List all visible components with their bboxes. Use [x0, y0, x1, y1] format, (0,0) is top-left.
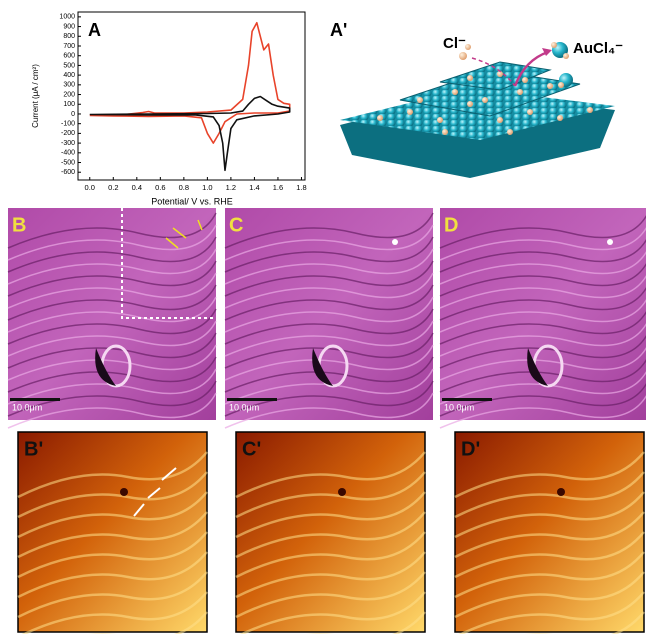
zoom-image: B'	[18, 432, 207, 634]
plot-frame	[78, 12, 305, 180]
scale-label: 10.0μm	[12, 402, 42, 412]
y-tick-label: 0	[71, 111, 75, 118]
cl-atom	[417, 97, 423, 103]
y-tick-label: -200	[61, 130, 75, 137]
sem-row: 10.0μm B 10.0μm C 10.0μm D	[8, 208, 646, 428]
cl-atom	[507, 129, 513, 135]
x-tick-label: 1.2	[226, 183, 236, 192]
y-tick-label: 100	[63, 101, 75, 108]
image-bg	[18, 432, 207, 632]
ion-label: Cl⁻	[443, 35, 466, 52]
panel-label: C	[229, 214, 243, 236]
cl-atom	[467, 101, 473, 107]
cl-atom	[517, 89, 523, 95]
x-tick-label: 0.0	[85, 183, 95, 192]
panel-label: D	[444, 214, 458, 236]
y-tick-label: -400	[61, 150, 75, 157]
cl-atom	[377, 115, 383, 121]
cl-atom	[407, 109, 413, 115]
x-tick-label: 0.8	[179, 183, 189, 192]
aucl4-ion	[558, 82, 564, 88]
panel-label: C'	[242, 438, 261, 460]
cl-atom	[467, 75, 473, 81]
defect	[557, 488, 565, 496]
aucl4-ion	[551, 42, 557, 48]
ion-label: AuCl₄⁻	[573, 40, 623, 57]
image-bg	[8, 208, 216, 420]
aucl4-ion	[563, 53, 569, 59]
y-tick-label: -600	[61, 169, 75, 176]
image-bg	[455, 432, 644, 632]
figure: A Potential/ V vs. RHE Current (μA / cm²…	[0, 0, 646, 634]
scale-label: 10.0μm	[444, 402, 474, 412]
cv-curve	[90, 97, 290, 171]
sem-image: 10.0μm D	[440, 208, 646, 428]
scale-bar	[442, 398, 492, 401]
cl-atom	[547, 83, 553, 89]
y-tick-label: -100	[61, 121, 75, 128]
y-tick-label: 900	[63, 23, 75, 30]
y-tick-label: 800	[63, 33, 75, 40]
defect	[392, 239, 398, 245]
cl-atom	[497, 117, 503, 123]
panel-label: D'	[461, 438, 480, 460]
panel-label: A	[88, 20, 101, 40]
diagram: A' Cl⁻ AuCl₄⁻	[330, 20, 623, 178]
cl-atom	[442, 129, 448, 135]
y-tick-label: 600	[63, 53, 75, 60]
cl-ion	[459, 52, 467, 60]
scale-label: 10.0μm	[229, 402, 259, 412]
y-tick-label: 700	[63, 43, 75, 50]
x-tick-label: 0.6	[155, 183, 165, 192]
y-tick-label: 500	[63, 62, 75, 69]
y-tick-label: 300	[63, 82, 75, 89]
sem-image: 10.0μm C	[225, 208, 433, 428]
zoom-image: C'	[236, 432, 425, 634]
y-tick-label: -300	[61, 140, 75, 147]
zoom-image: D'	[455, 432, 644, 634]
x-tick-label: 0.4	[132, 183, 142, 192]
y-tick-label: 400	[63, 72, 75, 79]
y-axis-label: Current (μA / cm²)	[31, 64, 40, 128]
zoom-row: B' C' D'	[18, 432, 644, 634]
x-tick-label: 1.0	[202, 183, 212, 192]
image-bg	[440, 208, 646, 420]
x-tick-label: 1.6	[273, 183, 283, 192]
image-bg	[225, 208, 433, 420]
panel-label: B'	[24, 438, 43, 460]
scale-bar	[227, 398, 277, 401]
x-tick-label: 1.8	[296, 183, 306, 192]
image-bg	[236, 432, 425, 632]
cl-atom	[557, 115, 563, 121]
defect	[607, 239, 613, 245]
scale-bar	[10, 398, 60, 401]
sem-image: 10.0μm B	[8, 208, 216, 428]
cl-atom	[452, 89, 458, 95]
cv-chart: A Potential/ V vs. RHE Current (μA / cm²…	[31, 12, 307, 206]
y-tick-label: -500	[61, 159, 75, 166]
cl-atom	[437, 117, 443, 123]
cl-atom	[587, 107, 593, 113]
panel-label: B	[12, 214, 26, 236]
panel-label: A'	[330, 20, 347, 40]
cl-atom	[482, 97, 488, 103]
cl-atom	[522, 77, 528, 83]
defect	[338, 488, 346, 496]
y-tick-label: 1000	[59, 14, 75, 21]
y-tick-label: 200	[63, 91, 75, 98]
cv-curve	[90, 23, 290, 143]
defect	[120, 488, 128, 496]
cl-atom	[527, 109, 533, 115]
x-tick-label: 1.4	[249, 183, 259, 192]
x-axis-label: Potential/ V vs. RHE	[151, 196, 233, 206]
x-tick-label: 0.2	[108, 183, 118, 192]
